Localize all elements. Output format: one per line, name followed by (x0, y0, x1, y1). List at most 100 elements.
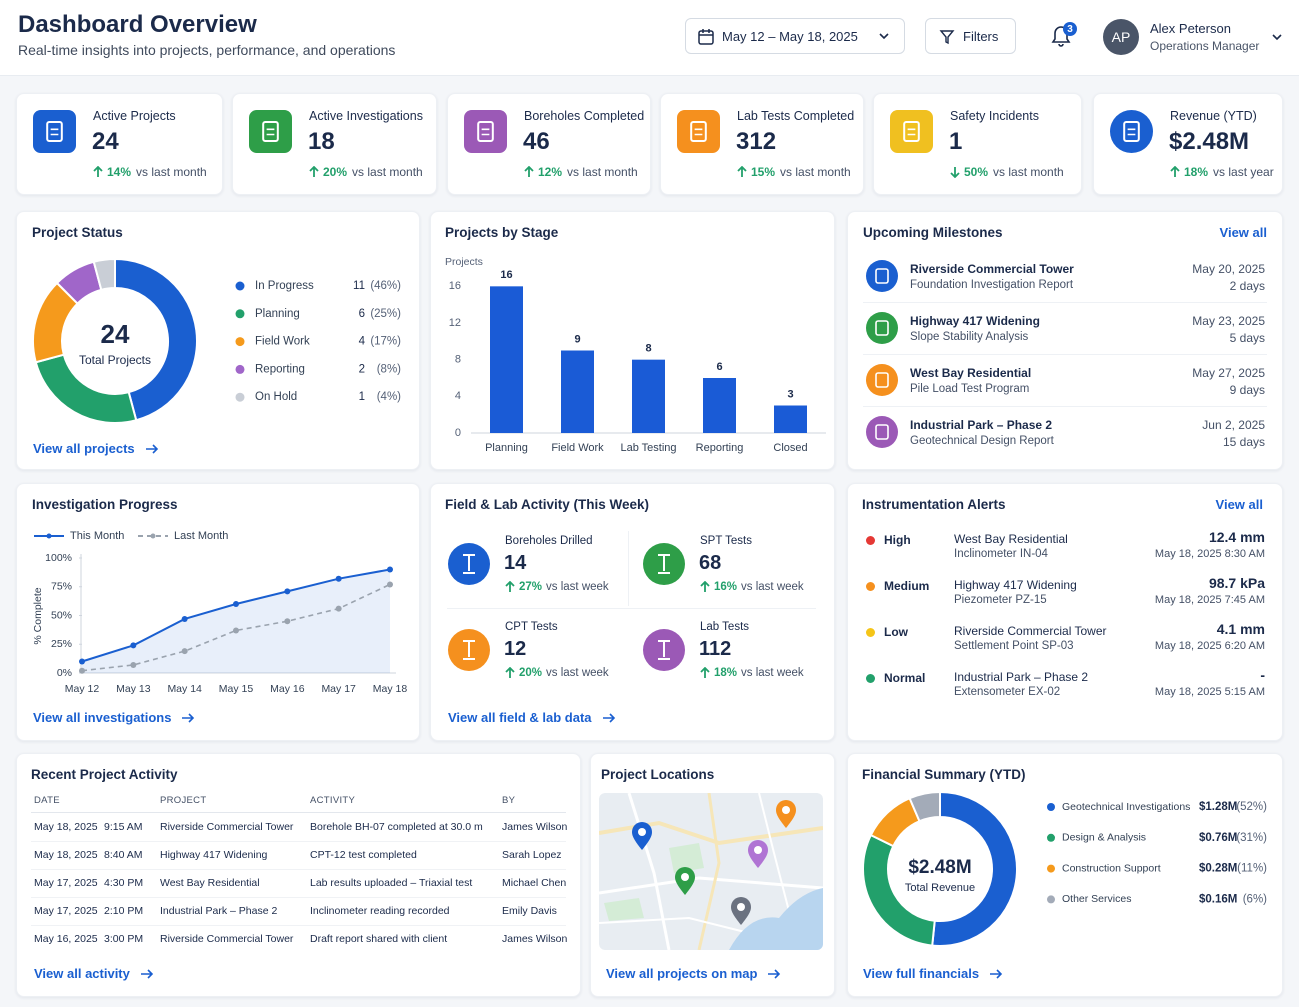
link-arrow (602, 712, 615, 723)
link-text[interactable]: View full financials (863, 966, 980, 981)
road (627, 793, 671, 950)
map-pin[interactable] (731, 897, 751, 925)
alert-project: Highway 417 Widening (954, 578, 1077, 592)
icon-bg (866, 260, 898, 292)
comparison: vs last month (993, 165, 1064, 179)
link[interactable]: View all investigations (33, 710, 195, 725)
icon-glyph (879, 33, 889, 40)
arrow-shape (93, 166, 103, 177)
arrow-shape (182, 712, 195, 723)
icon-glyph (939, 30, 955, 45)
icon-glyph (875, 424, 889, 440)
icon (33, 110, 76, 153)
map-pin[interactable] (632, 822, 652, 850)
link-text[interactable]: View all activity (34, 966, 130, 981)
projects-by-stage-card: Projects by Stage Projects 0 4 8 12 16 16 Planni… (430, 211, 835, 470)
instrumentation-alerts-card: Instrumentation Alerts View all High West B… (847, 483, 1283, 741)
filters-text[interactable]: Filters (963, 29, 999, 44)
link[interactable]: View all (1219, 225, 1267, 240)
kpi-label: Safety Incidents (950, 109, 1039, 123)
park (604, 898, 644, 921)
map-pin[interactable] (675, 867, 695, 895)
link-arrow (182, 712, 195, 723)
legend-value: 1 (359, 391, 365, 403)
icon-glyph (463, 640, 475, 660)
y-tick-label: 25% (51, 638, 72, 650)
link[interactable]: View all field & lab data (448, 710, 616, 725)
filters-button[interactable]: Filters (925, 18, 1016, 54)
donut-segment (114, 257, 198, 422)
trend-arrow (700, 667, 710, 678)
icon-glyph (1123, 121, 1140, 142)
link[interactable]: View all activity (34, 966, 154, 981)
comparison: vs last month (136, 165, 207, 179)
point (181, 648, 188, 655)
user-menu-chevron[interactable] (1272, 34, 1282, 41)
link[interactable]: View all (1215, 497, 1263, 512)
donut-segment (908, 790, 941, 823)
activity-icon (448, 629, 490, 671)
link-text[interactable]: View all projects (33, 441, 135, 456)
change-value: 18% (714, 667, 738, 679)
project-status-card: Project Status 24 Total Projects In Progres… (16, 211, 420, 470)
point (181, 615, 188, 622)
legend-percent: (4%) (377, 391, 401, 403)
data-label: 3 (787, 388, 793, 400)
activity-value: 14 (504, 552, 527, 574)
cell-activity: Inclinometer reading recorded (310, 905, 450, 917)
avatar[interactable]: AP (1103, 19, 1139, 55)
legend-dot (235, 392, 245, 402)
activity-change: 16% vs last week (700, 581, 804, 593)
trend-arrow (505, 581, 515, 592)
legend-value: 4 (359, 336, 366, 348)
axis-title: % Complete (32, 587, 44, 644)
severity-level: Medium (884, 579, 930, 593)
severity-dot (866, 628, 875, 637)
milestone-date: Jun 2, 2025 (1202, 418, 1265, 432)
kpi-card: Active Projects 24 14% vs last month (16, 93, 223, 195)
legend-swatch (46, 533, 52, 539)
severity-dot (866, 674, 875, 683)
legend-value: 11 (353, 280, 365, 292)
point (79, 658, 85, 665)
icon-bg (249, 110, 292, 153)
link[interactable]: View all projects (33, 441, 159, 456)
legend-value: $0.28M (1199, 863, 1237, 875)
x-tick-label: May 18 (373, 683, 408, 695)
x-tick-label: May 14 (167, 683, 202, 695)
x-tick-label: May 16 (270, 683, 305, 695)
milestone-date: May 20, 2025 (1192, 262, 1265, 276)
data-label: 8 (645, 343, 651, 355)
arrow-shape (950, 167, 960, 178)
map[interactable] (599, 793, 823, 950)
financial-summary-card: Financial Summary (YTD) $2.48M Total Reven… (847, 753, 1283, 997)
page-subtitle: Real-time insights into projects, perfor… (18, 42, 396, 58)
milestone-due: 2 days (1229, 279, 1265, 293)
link[interactable]: View full financials (863, 966, 1003, 981)
alert-instrument: Inclinometer IN-04 (954, 548, 1048, 560)
arrow-shape (140, 968, 154, 979)
link-text[interactable]: View all investigations (33, 710, 172, 725)
map-pin[interactable] (748, 840, 768, 868)
link[interactable]: View all projects on map (606, 966, 781, 981)
date-range-picker[interactable]: May 12 – May 18, 2025 (685, 18, 905, 54)
date-range-text[interactable]: May 12 – May 18, 2025 (722, 29, 858, 44)
kpi-label: Boreholes Completed (524, 109, 645, 123)
donut-center-label: Total Projects (79, 353, 151, 367)
kpi-label: Active Investigations (309, 109, 423, 123)
card-title: Upcoming Milestones (863, 225, 1003, 240)
kpi-change: 20% vs last month (309, 165, 423, 179)
notifications[interactable]: 3 (1050, 22, 1080, 50)
column-header: ACTIVITY (310, 795, 356, 806)
comparison: vs last week (741, 581, 804, 593)
legend-label: On Hold (255, 391, 297, 403)
legend-value: $0.16M (1199, 893, 1237, 905)
map-pin[interactable] (776, 800, 796, 828)
icon-glyph (907, 128, 916, 136)
link-arrow (145, 443, 158, 454)
park (669, 843, 704, 873)
milestone-task: Pile Load Test Program (910, 383, 1030, 395)
icon-glyph (698, 30, 714, 45)
link-text[interactable]: View all projects on map (606, 966, 758, 981)
link-text[interactable]: View all field & lab data (448, 710, 592, 725)
